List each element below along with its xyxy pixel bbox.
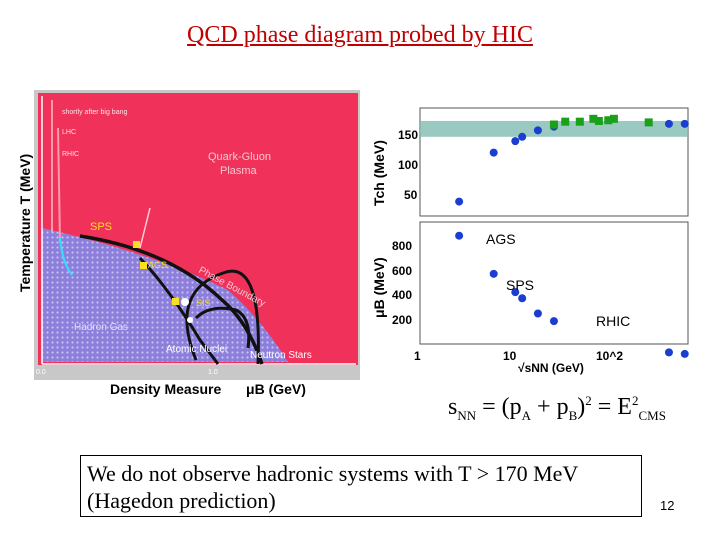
tch-chart: 150 100 50 Tch (MeV) <box>371 107 689 217</box>
tch-point-data-2 <box>511 137 520 146</box>
x-axis-title: √sNN (GeV) <box>518 361 584 375</box>
tch-y-tick-100: 100 <box>398 158 418 172</box>
mub-plot-frame <box>419 221 689 345</box>
hadron-region <box>42 228 288 362</box>
x-tick-1: 1 <box>414 349 421 363</box>
mub-point-data-0 <box>455 231 464 240</box>
tch-y-axis-title: Tch (MeV) <box>371 140 387 206</box>
y-tick-200: 200 <box>22 219 34 226</box>
mub-chart: 800 600 400 200 μB (MeV) AGS SPS RHIC 1 … <box>371 221 689 375</box>
page-number: 12 <box>660 498 675 513</box>
tch-point-sps-5 <box>604 116 613 125</box>
phase-diagram: shortly after big bang LHC RHIC Quark-Gl… <box>17 90 360 397</box>
sis-label: SIS <box>196 298 211 308</box>
x-tick-1: 1.0 <box>208 369 218 376</box>
tch-point-data-0 <box>455 197 464 206</box>
tch-point-data-4 <box>533 126 542 135</box>
mub-y-axis-title: μB (MeV) <box>371 257 387 318</box>
tch-point-data-3 <box>518 132 527 141</box>
tch-point-sps-0 <box>549 120 558 129</box>
tch-point-sps-1 <box>561 117 570 126</box>
nuclear-matter-point <box>187 317 193 323</box>
mub-y-tick-400: 400 <box>392 288 412 302</box>
mub-point-data-5 <box>549 317 558 326</box>
x-tick-100: 10^2 <box>596 349 623 363</box>
qgp-label-line2: Plasma <box>220 165 258 177</box>
tch-point-rhic-1 <box>680 119 689 128</box>
sps-arrow <box>139 207 151 249</box>
mub-point-data-3 <box>518 294 527 303</box>
y-axis-title: Temperature T (MeV) <box>17 154 33 292</box>
tch-point-sps-6 <box>609 114 618 123</box>
qgp-label-line1: Quark-Gluon <box>208 151 271 163</box>
atomic-nuclei-label: Atomic Nuclei <box>166 344 227 355</box>
tch-point-sps-2 <box>575 117 584 126</box>
tch-y-tick-150: 150 <box>398 128 418 142</box>
rhic-trajectory <box>57 127 61 243</box>
tch-point-sps-3 <box>589 114 598 123</box>
mub-point-data-6 <box>664 348 673 357</box>
tch-point-rhic-0 <box>664 119 673 128</box>
sis-trajectory <box>185 269 260 365</box>
tch-point-sps-4 <box>594 116 603 125</box>
mub-y-tick-800: 800 <box>392 239 412 253</box>
ags-label: AGS <box>148 260 167 270</box>
sis-marker <box>172 298 179 305</box>
hadron-gas-label: Hadron Gas <box>74 322 128 333</box>
ags-marker <box>140 262 147 269</box>
tch-point-sps-7 <box>644 118 653 127</box>
note-line-2: (Hagedon prediction) <box>87 488 276 513</box>
mub-point-data-1 <box>489 269 498 278</box>
early-universe-label: shortly after big bang <box>62 109 127 116</box>
neutron-stars-label: Neutron Stars <box>250 350 312 361</box>
lhc-label: LHC <box>62 129 76 136</box>
hagedorn-note: We do not observe hadronic systems with … <box>80 455 642 517</box>
critical-point <box>181 298 189 306</box>
rhic-annotation: RHIC <box>596 313 630 329</box>
note-line-1: We do not observe hadronic systems with … <box>87 461 579 486</box>
tch-y-tick-50: 50 <box>404 188 418 202</box>
slide-title: QCD phase diagram probed by HIC <box>187 22 533 48</box>
x-tick-0: 0.0 <box>36 369 46 376</box>
sps-label: SPS <box>90 221 112 233</box>
y-tick-0: 0 <box>30 361 34 368</box>
x-axis-title: Density Measure <box>110 381 221 397</box>
energy-formula: sNN = (pA + pB)2 = E2CMS <box>448 393 666 423</box>
y-tick-100: 100 <box>22 291 34 298</box>
x-axis-unit: μB (GeV) <box>246 381 306 397</box>
mub-y-tick-600: 600 <box>392 264 412 278</box>
ags-annotation: AGS <box>486 231 516 247</box>
tch-point-data-1 <box>489 148 498 157</box>
sps-annotation: SPS <box>506 277 534 293</box>
sis-loop-inner <box>194 306 251 349</box>
mub-y-tick-200: 200 <box>392 313 412 327</box>
x-tick-10: 10 <box>503 349 517 363</box>
cyan-trajectory <box>59 237 73 276</box>
mub-point-data-4 <box>533 309 542 318</box>
rhic-label: RHIC <box>62 151 79 158</box>
sps-marker <box>133 241 140 248</box>
mub-point-data-2 <box>511 288 520 297</box>
mub-point-data-7 <box>680 349 689 358</box>
